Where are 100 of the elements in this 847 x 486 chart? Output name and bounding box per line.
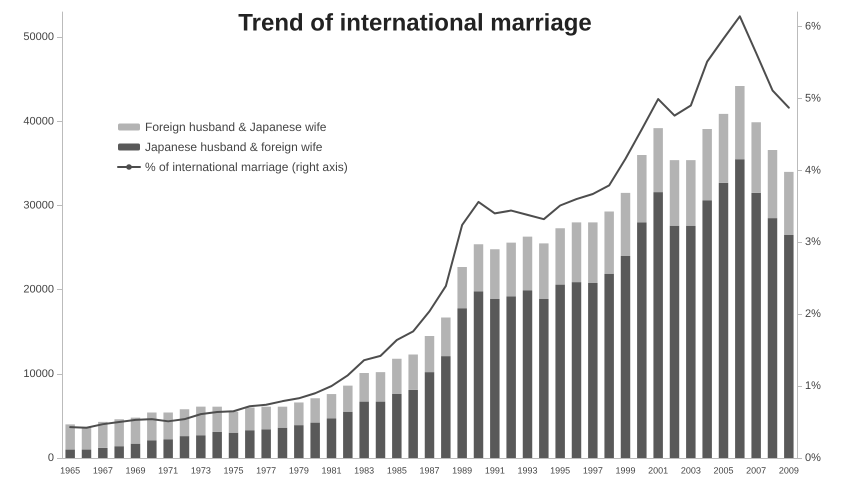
- bar: [278, 406, 288, 428]
- x-tick-label: 1991: [484, 466, 505, 476]
- bar: [718, 182, 728, 458]
- y2-tick-label: 4%: [805, 164, 822, 176]
- bar: [376, 372, 386, 402]
- y-tick-label: 0: [48, 452, 54, 464]
- bar: [506, 296, 516, 458]
- bar: [310, 398, 320, 423]
- bar: [653, 128, 663, 192]
- bar: [196, 435, 206, 458]
- bar: [424, 372, 434, 458]
- bar: [620, 256, 630, 458]
- bar: [768, 150, 778, 218]
- x-tick-label: 2009: [778, 466, 799, 476]
- x-tick-label: 1981: [321, 466, 342, 476]
- bar: [457, 266, 467, 308]
- bar: [686, 226, 696, 458]
- x-tick-label: 1999: [615, 466, 636, 476]
- bar: [572, 222, 582, 282]
- bar: [751, 192, 761, 458]
- bar: [637, 222, 647, 458]
- x-tick-label: 2003: [680, 466, 701, 476]
- chart-title: Trend of international marriage: [238, 10, 592, 36]
- x-tick-label: 1985: [386, 466, 407, 476]
- x-tick-label: 1993: [517, 466, 538, 476]
- bar: [326, 394, 336, 418]
- bar: [392, 394, 402, 458]
- bar: [376, 402, 386, 458]
- bar: [735, 159, 745, 458]
- bar: [457, 308, 467, 458]
- x-tick-label: 1969: [125, 466, 146, 476]
- x-tick-label: 2001: [648, 466, 668, 476]
- bar: [620, 192, 630, 256]
- bar: [506, 242, 516, 296]
- y2-tick-label: 2%: [805, 308, 822, 320]
- bar: [261, 406, 271, 430]
- bar: [441, 356, 451, 458]
- bar: [228, 412, 238, 433]
- bar: [522, 290, 532, 458]
- bar: [555, 284, 565, 458]
- bar: [474, 244, 484, 292]
- bar: [686, 160, 696, 226]
- bar: [343, 412, 353, 458]
- x-tick-label: 2005: [713, 466, 734, 476]
- bar: [82, 450, 92, 458]
- bar: [114, 446, 124, 458]
- bar: [294, 425, 304, 458]
- bar: [588, 282, 598, 458]
- x-tick-label: 1967: [92, 466, 113, 476]
- x-tick-label: 1971: [158, 466, 178, 476]
- bar: [490, 249, 500, 299]
- y-tick-label: 30000: [23, 200, 54, 212]
- bar: [343, 386, 353, 412]
- bar: [212, 432, 222, 458]
- bar: [751, 122, 761, 193]
- bar: [408, 390, 418, 458]
- bar: [228, 432, 238, 458]
- y-tick-label: 10000: [23, 368, 54, 380]
- y2-tick-label: 0%: [805, 452, 822, 464]
- bar: [539, 243, 549, 299]
- bar: [245, 408, 255, 430]
- bar: [572, 282, 582, 458]
- x-tick-label: 1983: [354, 466, 374, 476]
- bar: [474, 291, 484, 458]
- line-series: [69, 15, 790, 429]
- bar: [670, 226, 680, 458]
- x-tick-label: 1997: [582, 466, 603, 476]
- bar: [65, 424, 75, 450]
- bar: [702, 200, 712, 458]
- x-tick-label: 1973: [190, 466, 211, 476]
- bar: [359, 402, 369, 458]
- legend-label: Foreign husband & Japanese wife: [145, 120, 327, 134]
- bar: [539, 298, 549, 458]
- bar: [180, 436, 190, 458]
- y2-tick-label: 5%: [805, 92, 822, 104]
- bar: [718, 114, 728, 183]
- legend-label: Japanese husband & foreign wife: [145, 140, 323, 154]
- bar: [245, 430, 255, 458]
- bar: [670, 160, 680, 226]
- x-tick-label: 1987: [419, 466, 440, 476]
- bar: [147, 440, 157, 458]
- x-tick-label: 1975: [223, 466, 244, 476]
- bar: [359, 373, 369, 402]
- bar: [163, 412, 173, 440]
- bar: [784, 172, 794, 235]
- bar: [65, 450, 75, 458]
- bar: [294, 402, 304, 426]
- bar: [555, 228, 565, 285]
- bar: [604, 211, 614, 274]
- bar: [212, 406, 222, 432]
- bar: [408, 354, 418, 390]
- bar: [637, 155, 647, 222]
- x-tick-label: 1977: [256, 466, 276, 476]
- bar: [147, 412, 157, 440]
- bar: [653, 192, 663, 458]
- y2-tick-label: 1%: [805, 380, 822, 392]
- legend-label: % of international marriage (right axis): [145, 160, 348, 174]
- bar: [196, 406, 206, 436]
- bar: [163, 439, 173, 458]
- bar: [424, 336, 434, 372]
